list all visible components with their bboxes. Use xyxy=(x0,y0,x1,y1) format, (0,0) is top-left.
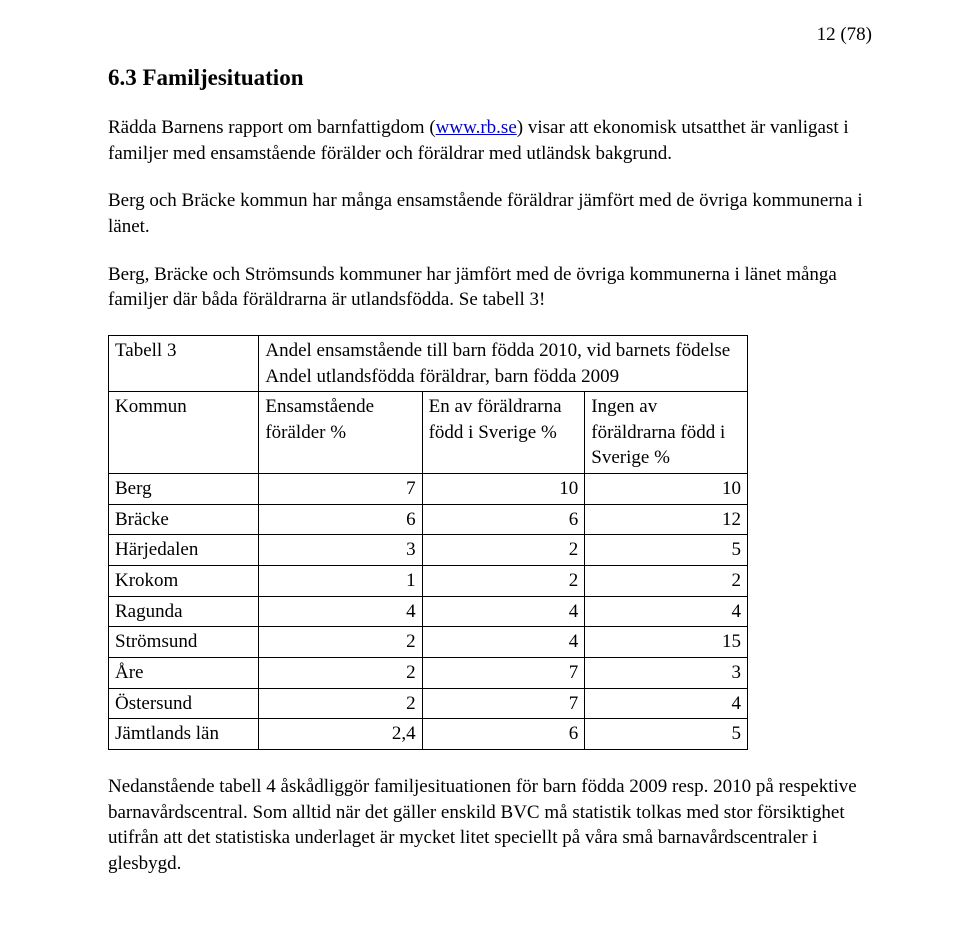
table-cell-c2: 7 xyxy=(259,474,422,505)
table-caption-line2: Andel utlandsfödda föräldrar, barn födda… xyxy=(265,366,619,387)
table-cell-c2: 2,4 xyxy=(259,719,422,750)
source-link[interactable]: www.rb.se xyxy=(436,117,517,138)
table-row: Östersund274 xyxy=(109,688,748,719)
paragraph-3: Berg, Bräcke och Strömsunds kommuner har… xyxy=(108,262,872,313)
table-cell-c4: 4 xyxy=(585,688,748,719)
table-col-2: Ensamstående förälder % xyxy=(259,392,422,474)
table-cell-c2: 6 xyxy=(259,504,422,535)
table-cell-c3: 10 xyxy=(422,474,585,505)
table-caption-line1: Andel ensamstående till barn födda 2010,… xyxy=(265,340,730,361)
table-col-1: Kommun xyxy=(109,392,259,474)
table-cell-c2: 2 xyxy=(259,627,422,658)
table-cell-name: Strömsund xyxy=(109,627,259,658)
paragraph-1-pre: Rädda Barnens rapport om barnfattigdom ( xyxy=(108,117,436,138)
table-cell-c4: 4 xyxy=(585,596,748,627)
paragraph-2: Berg och Bräcke kommun har många ensamst… xyxy=(108,188,872,239)
table-caption-label: Tabell 3 xyxy=(109,335,259,391)
table-cell-c4: 3 xyxy=(585,657,748,688)
table-row: Jämtlands län2,465 xyxy=(109,719,748,750)
table-cell-name: Åre xyxy=(109,657,259,688)
table-body: Berg71010Bräcke6612Härjedalen325Krokom12… xyxy=(109,474,748,750)
table-cell-c3: 4 xyxy=(422,627,585,658)
table-cell-c2: 2 xyxy=(259,688,422,719)
table-cell-name: Krokom xyxy=(109,566,259,597)
paragraph-1: Rädda Barnens rapport om barnfattigdom (… xyxy=(108,115,872,166)
table-col-4: Ingen av föräldrarna född i Sverige % xyxy=(585,392,748,474)
table-cell-c3: 2 xyxy=(422,566,585,597)
table-cell-c2: 4 xyxy=(259,596,422,627)
table-row: Bräcke6612 xyxy=(109,504,748,535)
table-cell-c3: 4 xyxy=(422,596,585,627)
table-row: Strömsund2415 xyxy=(109,627,748,658)
table-cell-c3: 7 xyxy=(422,657,585,688)
table-cell-c3: 6 xyxy=(422,504,585,535)
table-cell-name: Berg xyxy=(109,474,259,505)
table-col-3: En av föräldrarna född i Sverige % xyxy=(422,392,585,474)
table-cell-c4: 15 xyxy=(585,627,748,658)
table-cell-c4: 2 xyxy=(585,566,748,597)
table-row: Krokom122 xyxy=(109,566,748,597)
table-row: Ragunda444 xyxy=(109,596,748,627)
table-cell-c2: 2 xyxy=(259,657,422,688)
table-cell-name: Östersund xyxy=(109,688,259,719)
table-cell-c2: 3 xyxy=(259,535,422,566)
table-row: Berg71010 xyxy=(109,474,748,505)
page-content: 6.3 Familjesituation Rädda Barnens rappo… xyxy=(0,0,960,938)
page-number: 12 (78) xyxy=(817,22,872,48)
table-cell-c2: 1 xyxy=(259,566,422,597)
table-cell-c3: 6 xyxy=(422,719,585,750)
table-cell-c4: 12 xyxy=(585,504,748,535)
table-cell-c3: 2 xyxy=(422,535,585,566)
section-heading: 6.3 Familjesituation xyxy=(108,62,872,93)
table-cell-c3: 7 xyxy=(422,688,585,719)
table-cell-c4: 5 xyxy=(585,719,748,750)
table-cell-name: Härjedalen xyxy=(109,535,259,566)
table-cell-c4: 10 xyxy=(585,474,748,505)
table-cell-name: Jämtlands län xyxy=(109,719,259,750)
table-caption-row: Tabell 3 Andel ensamstående till barn fö… xyxy=(109,335,748,391)
table-cell-name: Ragunda xyxy=(109,596,259,627)
table-row: Härjedalen325 xyxy=(109,535,748,566)
paragraph-4: Nedanstående tabell 4 åskådliggör familj… xyxy=(108,774,872,877)
table-header-row: Kommun Ensamstående förälder % En av för… xyxy=(109,392,748,474)
table-cell-name: Bräcke xyxy=(109,504,259,535)
table-3: Tabell 3 Andel ensamstående till barn fö… xyxy=(108,335,748,750)
table-cell-c4: 5 xyxy=(585,535,748,566)
table-caption-text: Andel ensamstående till barn födda 2010,… xyxy=(259,335,748,391)
table-row: Åre273 xyxy=(109,657,748,688)
